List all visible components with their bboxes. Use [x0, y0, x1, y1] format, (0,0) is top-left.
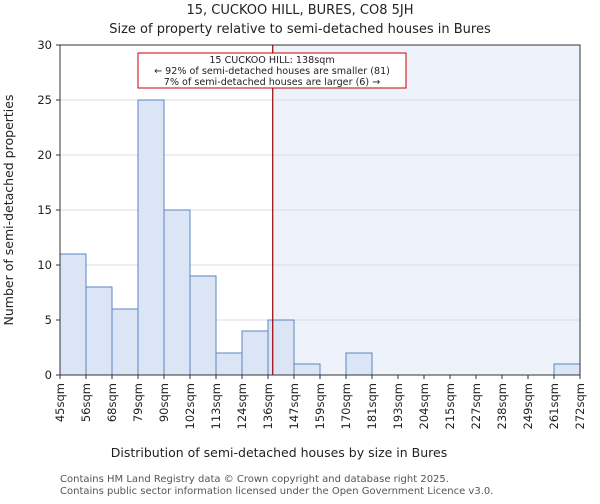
histogram-bar [241, 330, 269, 376]
histogram-bar [267, 319, 295, 376]
y-axis-label: Number of semi-detached properties [1, 95, 16, 326]
x-tick-label: 90sqm [157, 383, 171, 422]
annotation-line-1: 15 CUCKOO HILL: 138sqm [209, 55, 334, 66]
x-tick-label: 249sqm [521, 383, 535, 429]
chart-title: 15, CUCKOO HILL, BURES, CO8 5JH [186, 3, 413, 18]
x-tick-label: 238sqm [495, 383, 509, 429]
histogram-bar [293, 363, 321, 376]
x-tick-label: 102sqm [183, 383, 197, 429]
histogram-bar [215, 352, 243, 376]
x-tick-label: 227sqm [469, 383, 483, 429]
x-axis-label: Distribution of semi-detached houses by … [111, 445, 448, 460]
x-tick-label: 45sqm [53, 383, 67, 422]
histogram-bar [553, 363, 581, 376]
x-tick-label: 79sqm [131, 383, 145, 422]
x-tick-label: 113sqm [209, 383, 223, 429]
x-tick-label: 147sqm [287, 383, 301, 429]
annotation-line-3: 7% of semi-detached houses are larger (6… [164, 77, 381, 88]
property-annotation: 15 CUCKOO HILL: 138sqm ← 92% of semi-det… [137, 52, 407, 89]
x-tick-label: 261sqm [547, 383, 561, 429]
histogram-bar [189, 275, 217, 376]
y-tick-label: 0 [45, 368, 52, 382]
y-tick-label: 25 [37, 93, 52, 107]
annotation-box [137, 52, 407, 89]
x-tick-label: 272sqm [573, 383, 587, 429]
annotation-line-2: ← 92% of semi-detached houses are smalle… [154, 66, 390, 77]
chart-subtitle: Size of property relative to semi-detach… [109, 22, 491, 37]
y-tick-label: 30 [37, 38, 52, 52]
y-tick-label: 10 [37, 258, 52, 272]
histogram-bar [111, 308, 139, 376]
x-tick-label: 170sqm [339, 383, 353, 429]
x-tick-label: 68sqm [105, 383, 119, 422]
x-tick-label: 124sqm [235, 383, 249, 429]
x-tick-label: 181sqm [365, 383, 379, 429]
footer-line-2: Contains public sector information licen… [60, 486, 493, 497]
histogram-bar [163, 209, 191, 376]
footer-line-1: Contains HM Land Registry data © Crown c… [60, 474, 449, 485]
y-tick-label: 15 [37, 203, 52, 217]
histogram-bar [345, 352, 373, 376]
x-tick-label: 136sqm [261, 383, 275, 429]
x-tick-label: 193sqm [391, 383, 405, 429]
y-tick-label: 5 [45, 313, 52, 327]
histogram-bar [85, 286, 113, 376]
histogram-bar [59, 253, 87, 376]
y-tick-label: 20 [37, 148, 52, 162]
histogram-bar [137, 99, 165, 376]
x-tick-label: 56sqm [79, 383, 93, 422]
x-tick-label: 204sqm [417, 383, 431, 429]
x-tick-label: 159sqm [313, 383, 327, 429]
x-tick-label: 215sqm [443, 383, 457, 429]
